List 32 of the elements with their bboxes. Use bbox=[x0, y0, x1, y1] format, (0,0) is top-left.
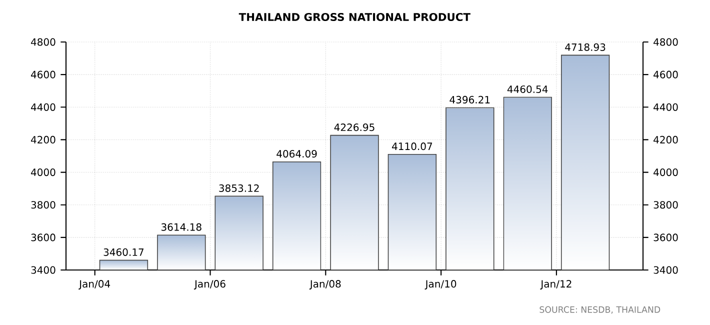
data-label: 4718.93 bbox=[565, 43, 606, 51]
y2-tick-label: 4600 bbox=[654, 70, 678, 78]
x-tick-label: Jan/10 bbox=[424, 280, 456, 290]
y2-tick-label: 4800 bbox=[654, 38, 678, 46]
data-label: 4110.07 bbox=[392, 142, 432, 150]
chart-title: THAILAND GROSS NATIONAL PRODUCT bbox=[238, 12, 470, 22]
x-tick-label: Jan/08 bbox=[309, 280, 341, 290]
y-tick-label: 3600 bbox=[31, 234, 56, 242]
x-tick-label: Jan/04 bbox=[78, 280, 110, 290]
y2-tick-label: 3400 bbox=[654, 266, 678, 274]
data-label: 4226.95 bbox=[334, 123, 374, 132]
y-tick-label: 4400 bbox=[30, 103, 56, 111]
data-label: 3614.18 bbox=[161, 223, 202, 231]
y-tick-label: 3800 bbox=[31, 201, 56, 209]
source-note: SOURCE: NESDB, THAILAND bbox=[540, 306, 660, 314]
x-tick-label: Jan/12 bbox=[540, 280, 572, 290]
y-tick-label: 4800 bbox=[30, 38, 56, 46]
data-label: 3853.12 bbox=[219, 184, 259, 192]
y2-tick-label: 4200 bbox=[654, 136, 678, 144]
y2-tick-label: 3600 bbox=[654, 234, 678, 242]
y-tick-label: 4000 bbox=[30, 168, 56, 176]
data-label: 4064.09 bbox=[276, 150, 317, 158]
data-label: 4460.54 bbox=[507, 85, 548, 94]
y2-tick-label: 3800 bbox=[654, 201, 678, 209]
y-tick-label: 4200 bbox=[30, 136, 56, 144]
y-tick-label: 3400 bbox=[31, 266, 56, 274]
y-tick-label: 4600 bbox=[30, 70, 56, 78]
y2-tick-label: 4400 bbox=[654, 103, 678, 111]
data-label: 3460.17 bbox=[104, 248, 144, 256]
x-tick-label: Jan/06 bbox=[194, 280, 226, 290]
data-label: 4396.21 bbox=[450, 96, 490, 104]
y2-tick-label: 4000 bbox=[654, 168, 678, 176]
